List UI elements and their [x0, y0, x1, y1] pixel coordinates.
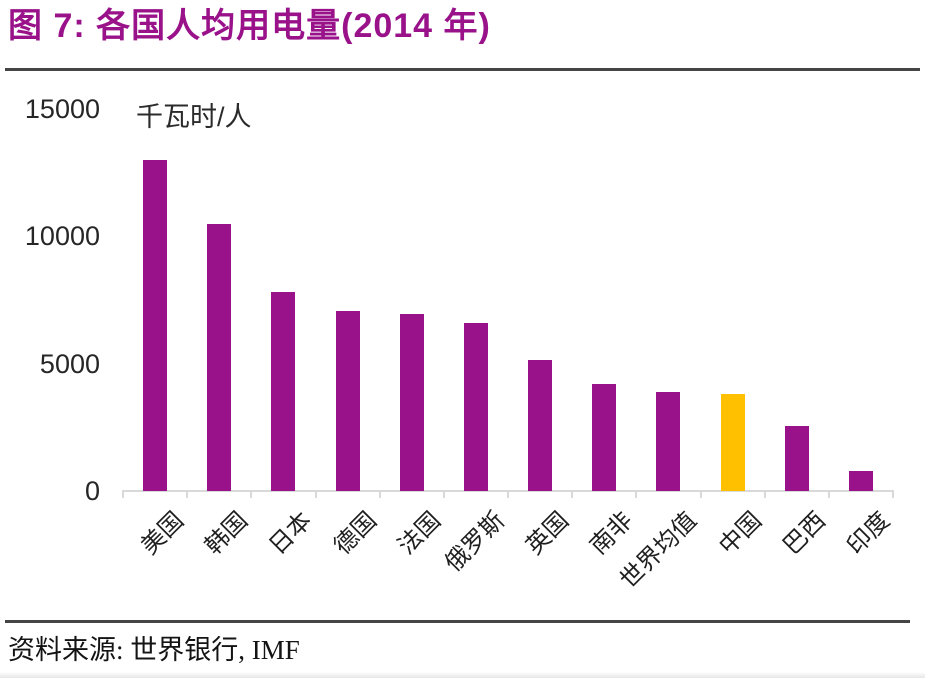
x-label-brazil: 巴西	[778, 506, 832, 560]
x-label-china: 中国	[714, 506, 768, 560]
x-label-japan: 日本	[264, 506, 318, 560]
x-axis-tick	[186, 490, 189, 498]
bar-usa	[143, 160, 167, 491]
source-text: 资料来源: 世界银行, IMF	[8, 635, 300, 665]
x-label-usa: 美国	[136, 506, 190, 560]
bar-uk	[528, 360, 552, 491]
bar-india	[849, 471, 873, 491]
bar-china	[721, 394, 745, 491]
bar-germany	[336, 311, 360, 491]
x-axis-tick	[442, 490, 445, 498]
bar-south-korea	[207, 224, 231, 491]
x-axis-tick	[314, 490, 317, 498]
bar-france	[400, 314, 424, 491]
bar-world-average	[656, 392, 680, 491]
x-axis-tick	[250, 490, 253, 498]
page-bottom-edge	[0, 672, 925, 678]
x-axis-tick	[571, 490, 574, 498]
x-axis-tick	[763, 490, 766, 498]
x-label-germany: 德国	[329, 506, 383, 560]
source-divider	[5, 620, 910, 623]
y-tick-label-5000: 5000	[39, 348, 100, 379]
bar-russia	[464, 323, 488, 491]
x-axis-tick	[378, 490, 381, 498]
bar-brazil	[785, 426, 809, 491]
x-label-south-korea: 韩国	[200, 506, 254, 560]
bar-japan	[271, 292, 295, 491]
y-tick-label-15000: 15000	[24, 94, 100, 124]
y-axis-unit-label: 千瓦时/人	[136, 102, 252, 132]
chart-title: 图 7: 各国人均用电量(2014 年)	[8, 7, 491, 45]
x-label-russia: 俄罗斯	[440, 506, 511, 577]
x-axis-tick	[507, 490, 509, 498]
x-label-india: 印度	[842, 506, 896, 560]
x-label-uk: 英国	[521, 506, 575, 560]
x-axis-tick	[635, 490, 638, 498]
bar-south-africa	[592, 384, 616, 491]
x-axis-tick	[827, 490, 830, 498]
title-divider	[5, 68, 920, 71]
y-tick-label-10000: 10000	[24, 221, 100, 252]
x-axis-tick	[122, 490, 124, 498]
y-tick-label-0: 0	[84, 476, 100, 506]
x-axis-tick	[699, 490, 702, 498]
x-axis-tick	[892, 490, 894, 498]
